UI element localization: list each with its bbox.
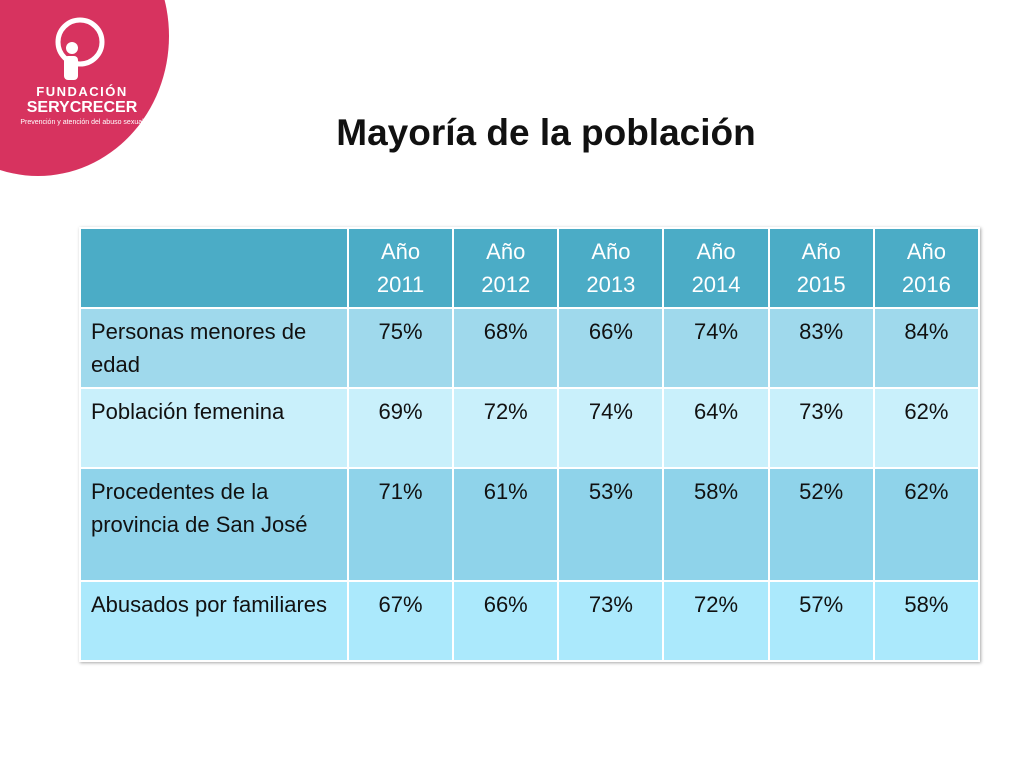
table-cell: 74% [557, 387, 665, 469]
table-cell: 58% [872, 580, 981, 662]
table-cell: 61% [452, 467, 560, 582]
logo-shape [0, 0, 169, 176]
table-cell: 75% [346, 307, 455, 389]
table-cell: 62% [872, 387, 981, 469]
header-cell: Año 2015 [767, 227, 875, 309]
header-cell: Año 2016 [872, 227, 981, 309]
table-cell: 74% [662, 307, 770, 389]
table-row: Procedentes de la provincia de San José 7… [79, 467, 981, 582]
logo-icon [66, 42, 78, 54]
logo: FUNDACIÓN SERYCRECER Prevención y atenci… [0, 0, 169, 176]
table-cell: 64% [662, 387, 770, 469]
data-table: Año 2011 Año 2012 Año 2013 Año 2014 Año 2015… [79, 227, 981, 662]
header-cell: Año 2012 [452, 227, 560, 309]
table-cell: 62% [872, 467, 981, 582]
table-row: Abusados por familiares 67% 66% 73% 72% 57% 58… [79, 580, 981, 662]
logo-icon [64, 56, 78, 80]
logo-icon [55, 17, 105, 67]
table-cell: 69% [346, 387, 455, 469]
logo-brand: SERYCRECER [27, 99, 138, 116]
table-cell: 68% [452, 307, 560, 389]
header-cell: Año 2014 [662, 227, 770, 309]
row-label: Población femenina [79, 387, 349, 469]
table-cell: 73% [557, 580, 665, 662]
slide-title: Mayoría de la población [336, 112, 756, 153]
table-cell: 67% [346, 580, 455, 662]
table-cell: 66% [452, 580, 560, 662]
header-cell: Año 2011 [346, 227, 455, 309]
table-cell: 83% [767, 307, 875, 389]
table-row: Personas menores de edad 75% 68% 66% 74% 83% 8… [79, 307, 981, 389]
row-label: Personas menores de edad [79, 307, 349, 389]
table-cell: 72% [662, 580, 770, 662]
table-cell: 58% [662, 467, 770, 582]
logo-tagline: Prevención y atención del abuso sexual [20, 119, 144, 126]
table-cell: 71% [346, 467, 455, 582]
logo-name: FUNDACIÓN [36, 84, 128, 99]
table-row: Población femenina 69% 72% 74% 64% 73% 62% [79, 387, 981, 469]
table-cell: 72% [452, 387, 560, 469]
table-cell: 84% [872, 307, 981, 389]
table-cell: 53% [557, 467, 665, 582]
row-label: Abusados por familiares [79, 580, 349, 662]
table-cell: 66% [557, 307, 665, 389]
table-cell: 57% [767, 580, 875, 662]
header-row: Año 2011 Año 2012 Año 2013 Año 2014 Año 2015… [79, 227, 981, 309]
table-cell: 52% [767, 467, 875, 582]
corner-cell [79, 227, 349, 309]
table-cell: 73% [767, 387, 875, 469]
header-cell: Año 2013 [557, 227, 665, 309]
row-label: Procedentes de la provincia de San José [79, 467, 349, 582]
